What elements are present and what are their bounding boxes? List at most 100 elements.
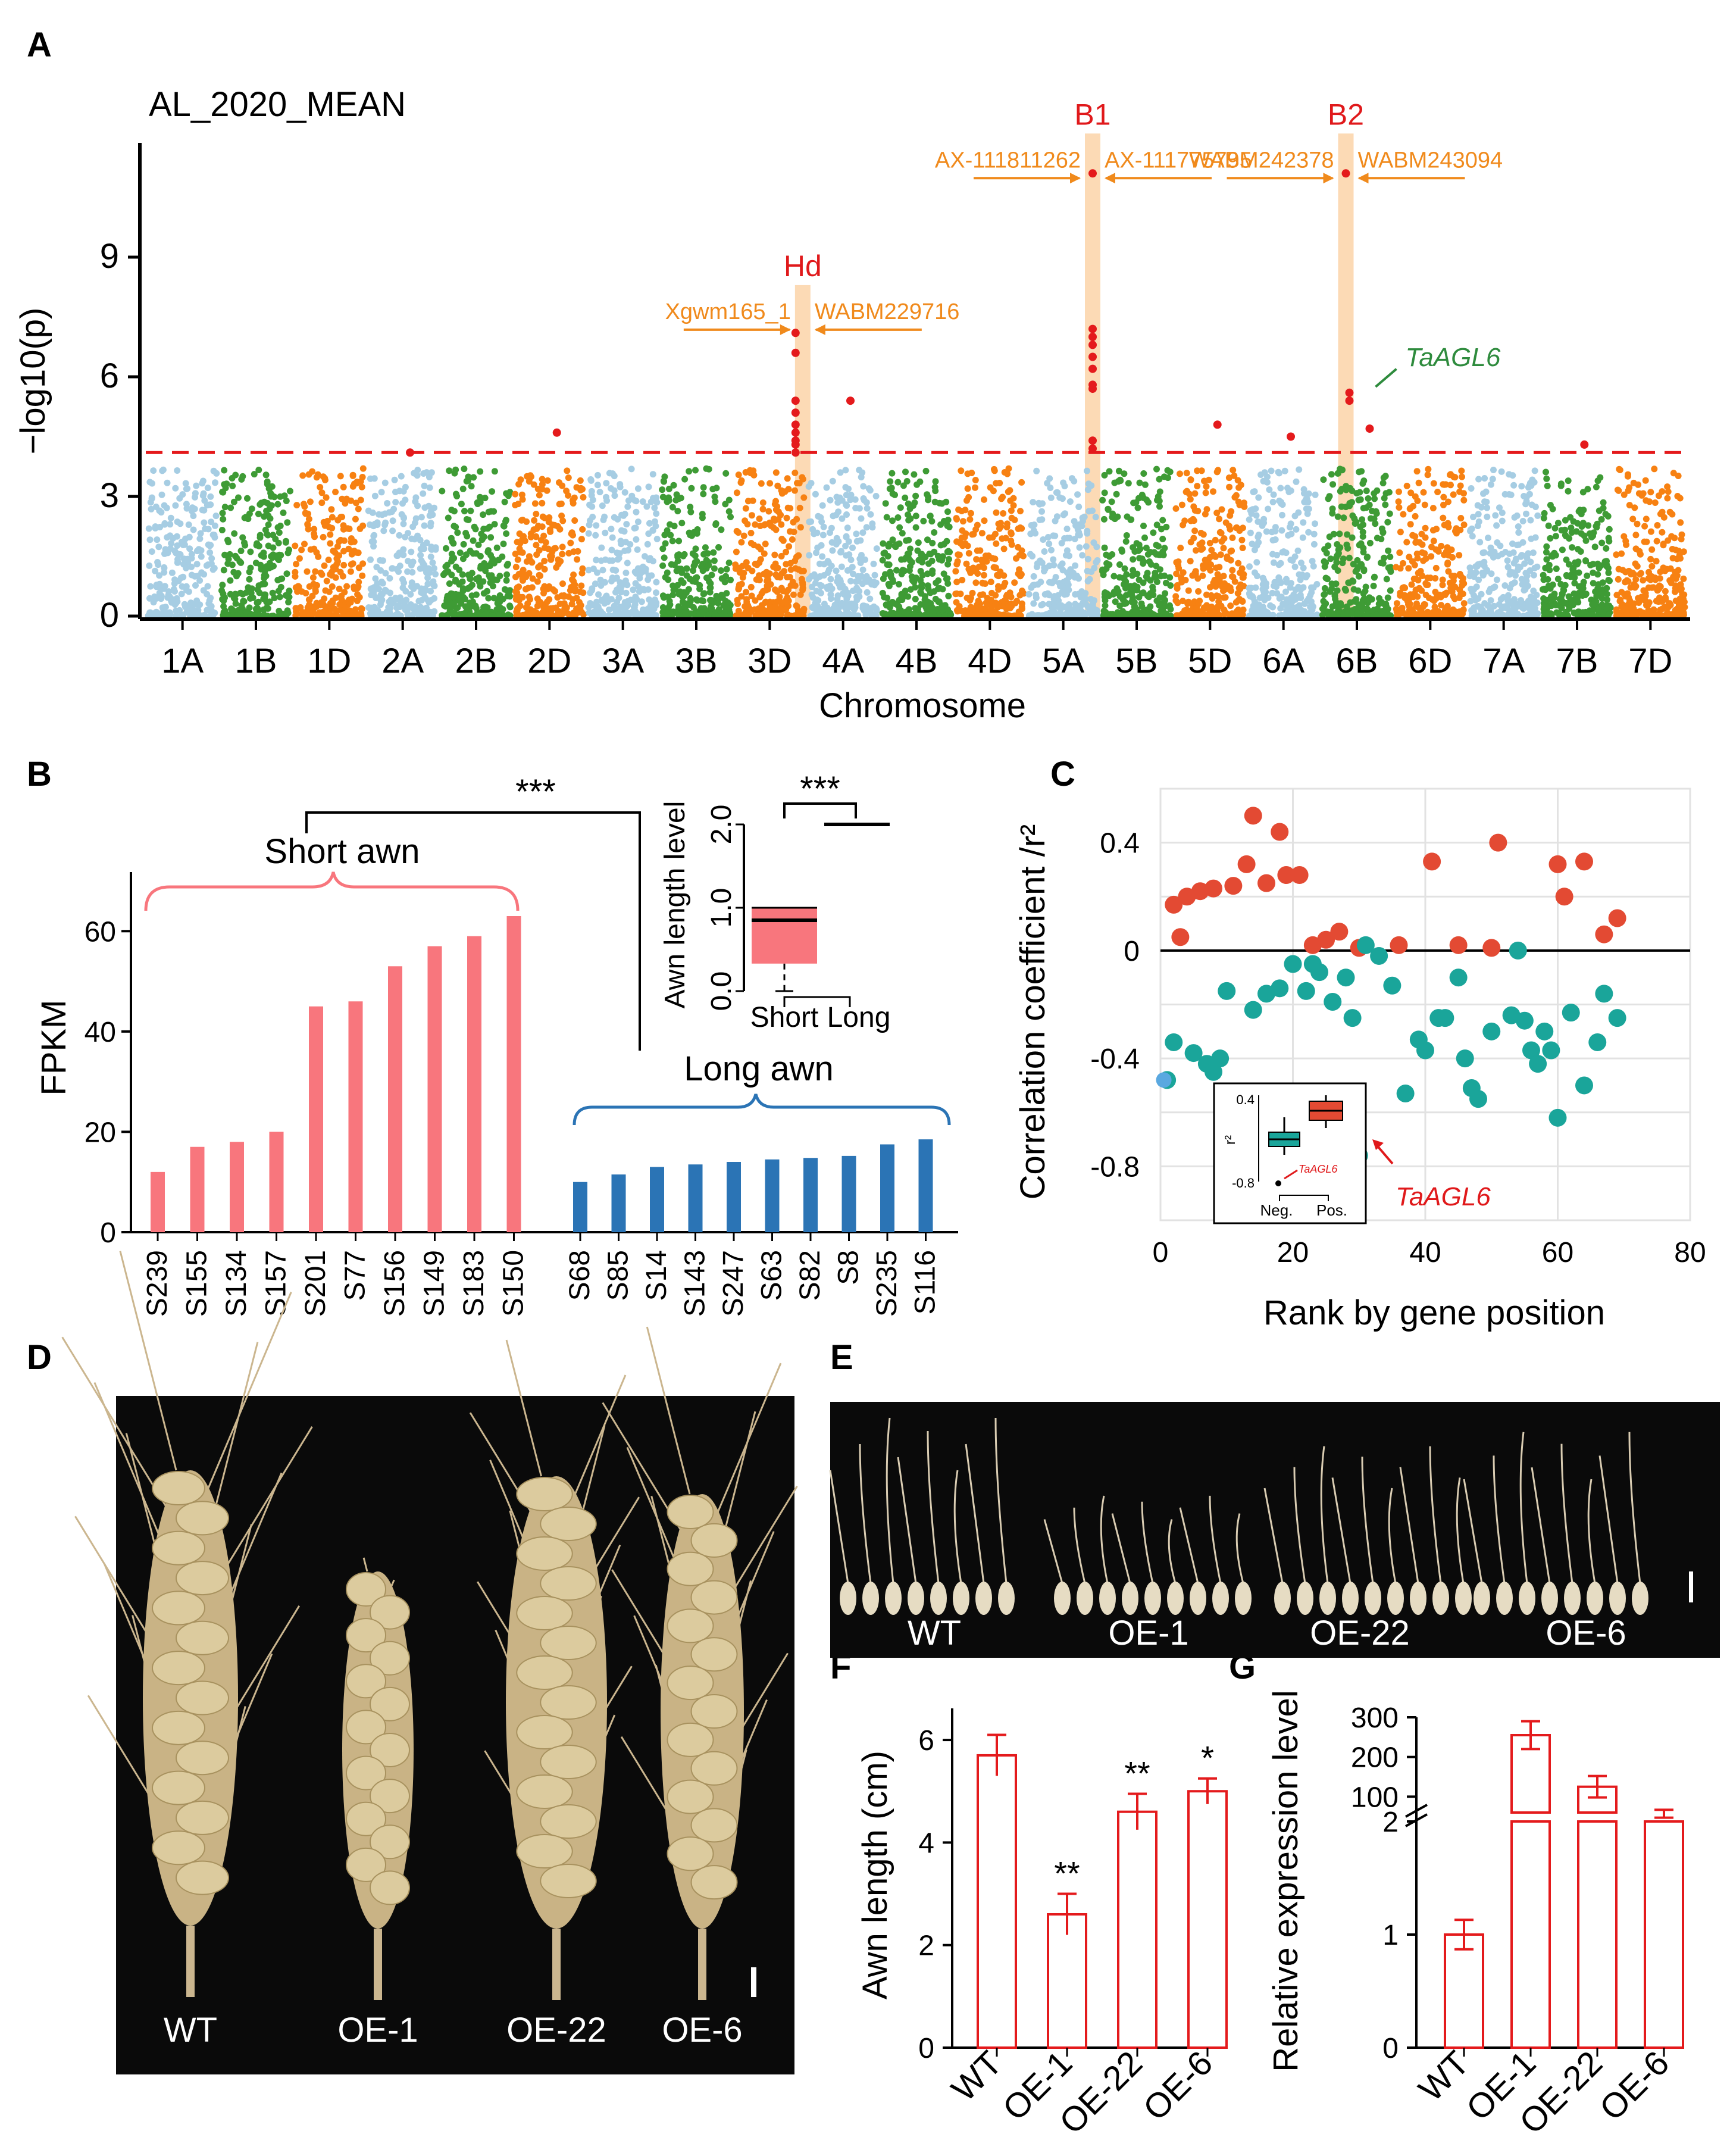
point-6A <box>1246 516 1253 523</box>
point-3B <box>683 608 690 614</box>
point-3B <box>722 470 730 477</box>
point-4B <box>886 600 893 607</box>
point-2B <box>452 490 459 498</box>
point-1B <box>277 576 284 583</box>
point-1D <box>330 548 337 554</box>
point-4D <box>959 527 966 534</box>
point-3A <box>633 498 640 505</box>
point-6B <box>1378 560 1384 567</box>
point-2B <box>496 598 503 605</box>
point-2D <box>545 518 552 526</box>
point-6D <box>1407 521 1414 528</box>
point-2A <box>418 514 425 521</box>
point-5B <box>1140 523 1147 529</box>
point-5D <box>1194 483 1201 490</box>
point-2B <box>496 573 503 580</box>
point-3A <box>589 514 596 520</box>
point-4A <box>847 577 854 585</box>
point-1D <box>317 484 324 490</box>
point-4B <box>927 513 934 520</box>
point-1A <box>167 514 174 521</box>
point-2A <box>423 539 430 546</box>
point-3B <box>692 578 699 585</box>
point-7A <box>1528 482 1535 489</box>
point-7A <box>1483 498 1490 505</box>
point-3A <box>623 521 630 528</box>
point-5D <box>1194 508 1202 514</box>
point-1D <box>305 596 312 603</box>
point-1A <box>190 513 197 520</box>
point-4A <box>814 596 821 604</box>
point-2D <box>537 562 544 569</box>
point-4A <box>817 589 824 596</box>
point-4B <box>940 570 947 577</box>
point-5D <box>1210 608 1218 615</box>
point-3A <box>633 508 640 515</box>
point-5B <box>1100 612 1108 619</box>
point-4B <box>894 479 902 486</box>
point-4A <box>824 558 831 565</box>
point-1D <box>329 572 336 579</box>
point-2D <box>569 596 576 603</box>
point-2A <box>392 499 399 506</box>
point-6D <box>1434 489 1441 495</box>
point-6A <box>1285 597 1292 604</box>
point-4B <box>924 536 931 543</box>
point-4D <box>983 599 990 607</box>
point-4B <box>905 593 912 600</box>
point-6B <box>1366 597 1373 604</box>
point-5D <box>1210 579 1217 586</box>
point-6D <box>1440 514 1447 521</box>
point-6D <box>1400 511 1407 518</box>
point-1B <box>248 505 255 513</box>
point-7A <box>1504 557 1511 564</box>
point-4A <box>864 589 871 596</box>
point-6A <box>1312 520 1318 527</box>
point-7A <box>1527 593 1534 601</box>
point-6D <box>1456 552 1463 559</box>
point-7A <box>1510 549 1517 556</box>
point-6B <box>1346 579 1353 586</box>
point-2A <box>372 575 379 582</box>
point-2B <box>506 602 513 610</box>
point-2B <box>484 525 491 532</box>
point-3A <box>645 610 652 617</box>
point-6A <box>1278 527 1285 534</box>
point-3A <box>593 598 600 605</box>
point-3D <box>785 486 792 493</box>
point-1A <box>167 532 174 539</box>
point-1D <box>336 585 343 592</box>
point-3D <box>749 567 756 574</box>
point-6A <box>1287 584 1294 591</box>
point-5A <box>1060 511 1067 518</box>
point-5B <box>1121 565 1128 572</box>
point-5B <box>1112 598 1119 605</box>
point-2B <box>460 540 467 548</box>
point-6B <box>1376 595 1383 602</box>
point-4A <box>827 582 834 589</box>
point-3A <box>606 470 613 477</box>
point-2A <box>367 556 374 563</box>
point-2D <box>571 517 578 524</box>
point-3D <box>748 592 755 599</box>
point-7A <box>1482 488 1490 495</box>
point-3A <box>652 596 658 603</box>
point-2B <box>486 572 493 579</box>
point-6D <box>1430 480 1437 487</box>
point-3A <box>642 553 648 560</box>
point-5B <box>1125 480 1132 487</box>
point-5A <box>1033 612 1040 619</box>
point-1B <box>277 493 284 500</box>
point-2A <box>390 505 398 513</box>
point-5A <box>1091 564 1098 571</box>
point-1A <box>161 583 168 590</box>
point-6B <box>1385 489 1393 496</box>
point-6D <box>1407 505 1414 512</box>
point-3D <box>773 507 780 514</box>
point-6B <box>1387 587 1394 594</box>
point-4A <box>873 545 880 552</box>
point-4D <box>1016 524 1024 531</box>
point-5A <box>1031 521 1038 529</box>
point-3A <box>646 520 653 527</box>
